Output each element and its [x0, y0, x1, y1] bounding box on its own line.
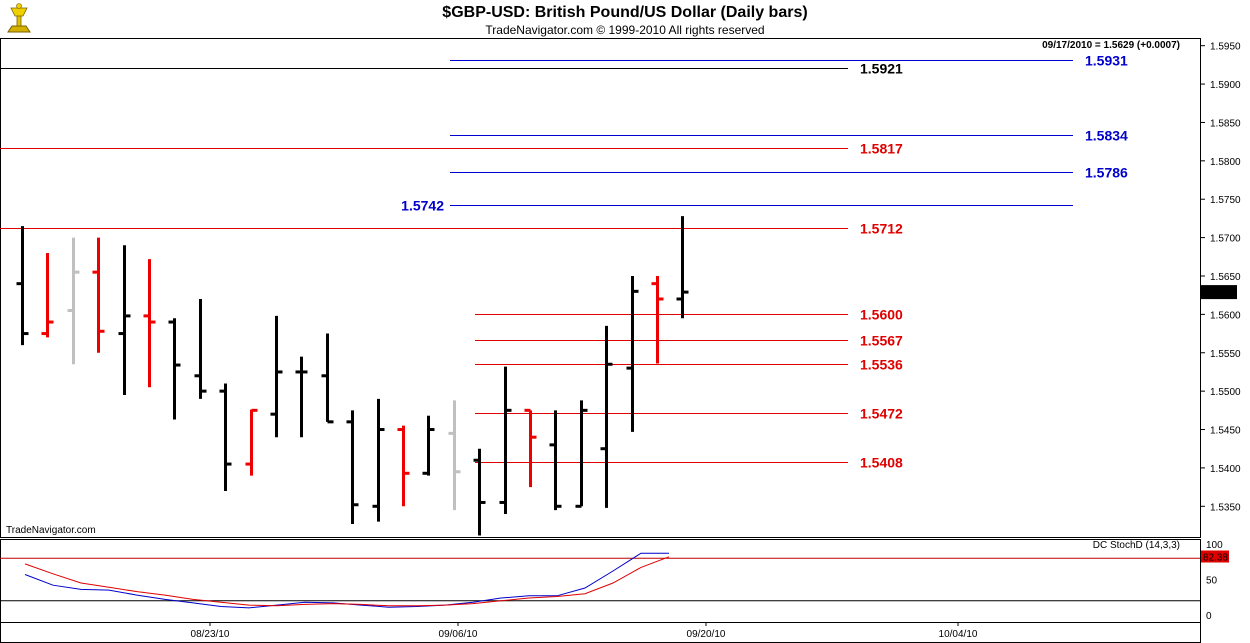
level-label: 1.5567: [860, 333, 903, 349]
ohlc-bar: [499, 366, 512, 514]
ohlc-bar: [524, 408, 537, 488]
level-lines: 1.5921 1.5931 1.5834 1.5817 1.5786 1.5742 1.57…: [0, 53, 1128, 471]
ohlc-bar: [346, 410, 359, 524]
y-tick-label: 1.5950: [1210, 42, 1241, 53]
y-tick-label: 1.5800: [1210, 157, 1241, 168]
level-label: 1.5742: [401, 198, 444, 214]
y-tick-label: 1.5750: [1210, 195, 1241, 206]
ohlc-bar: [16, 226, 29, 346]
x-tick-label: 09/20/10: [687, 629, 726, 640]
stoch-last-value-box: [1201, 550, 1229, 563]
stoch-y-tick-label: 0: [1206, 611, 1212, 622]
stoch-y-tick-label: 50: [1206, 576, 1218, 587]
stoch-d-line: [24, 556, 670, 607]
ohlc-bar: [295, 356, 308, 438]
y-tick-label: 1.5500: [1210, 387, 1241, 398]
ohlc-bar: [143, 259, 156, 388]
y-tick-label: 1.5600: [1210, 310, 1241, 321]
ohlc-bar: [575, 400, 588, 508]
axes: 1.5950 1.5900 1.5850 1.5800 1.5750 1.5700 1.56…: [191, 42, 1241, 640]
ohlc-bar: [321, 333, 334, 424]
stoch-panel-frame: [0, 539, 1201, 623]
ohlc-bar: [651, 275, 664, 364]
ohlc-bar: [549, 410, 562, 511]
ohlc-bar: [41, 252, 54, 338]
y-tick-label: 1.5650: [1210, 272, 1241, 283]
trophy-icon: [7, 3, 31, 33]
watermark-text: TradeNavigator.com: [6, 525, 96, 536]
level-label: 1.5786: [1085, 165, 1128, 181]
stoch-last-value-label: 82.38: [1203, 553, 1228, 564]
ohlc-bar: [372, 398, 385, 522]
y-tick-label: 1.5450: [1210, 426, 1241, 437]
level-label: 1.5834: [1085, 128, 1128, 144]
level-label: 1.5921: [860, 61, 903, 77]
ohlc-bar: [422, 415, 435, 476]
chart-frames: 09/17/2010 = 1.5629 (+0.0007) TradeNaviga…: [0, 38, 1201, 643]
ohlc-bar: [397, 425, 410, 507]
ohlc-bar: [473, 448, 486, 536]
ohlc-bar: [626, 275, 639, 432]
ohlc-bar: [676, 216, 689, 319]
price-bars: [16, 216, 689, 536]
chart-title: $GBP-USD: British Pound/US Dollar (Daily…: [442, 4, 808, 21]
y-tick-label: 1.5400: [1210, 464, 1241, 475]
y-tick-label: 1.5350: [1210, 502, 1241, 513]
ohlc-bar: [448, 400, 461, 511]
level-label: 1.5472: [860, 406, 903, 422]
last-price-box: [1201, 285, 1237, 300]
level-label: 1.5931: [1085, 53, 1128, 69]
stoch-title: DC StochD (14,3,3): [1093, 540, 1180, 551]
level-label: 1.5408: [860, 455, 903, 471]
x-tick-label: 10/04/10: [939, 629, 978, 640]
ohlc-bar: [168, 318, 181, 420]
chart-subtitle: TradeNavigator.com © 1999-2010 All right…: [485, 23, 765, 37]
y-tick-label: 1.5700: [1210, 234, 1241, 245]
level-label: 1.5712: [860, 221, 903, 237]
last-price-label: 1.5629: [1204, 288, 1235, 299]
y-tick-label: 1.5850: [1210, 118, 1241, 129]
ohlc-bar: [270, 315, 283, 438]
x-tick-label: 09/06/10: [439, 629, 478, 640]
ohlc-bar: [194, 299, 207, 399]
level-label: 1.5536: [860, 357, 903, 373]
ohlc-bar: [92, 237, 105, 353]
stochastic-panel: DC StochD (14,3,3): [0, 540, 1200, 609]
level-label: 1.5817: [860, 141, 903, 157]
stoch-y-tick-label: 100: [1206, 540, 1223, 551]
ohlc-bar: [600, 325, 613, 508]
ohlc-bar: [219, 383, 232, 491]
level-label: 1.5600: [860, 307, 903, 323]
x-tick-label: 08/23/10: [191, 629, 230, 640]
price-panel-frame: [0, 38, 1201, 538]
ohlc-bar: [118, 245, 131, 395]
ohlc-bar: [245, 408, 258, 476]
date-axis-frame: [0, 622, 1201, 643]
quote-readout: 09/17/2010 = 1.5629 (+0.0007): [1042, 40, 1180, 51]
ohlc-bar: [67, 237, 80, 365]
y-tick-label: 1.5550: [1210, 349, 1241, 360]
y-tick-label: 1.5900: [1210, 80, 1241, 91]
